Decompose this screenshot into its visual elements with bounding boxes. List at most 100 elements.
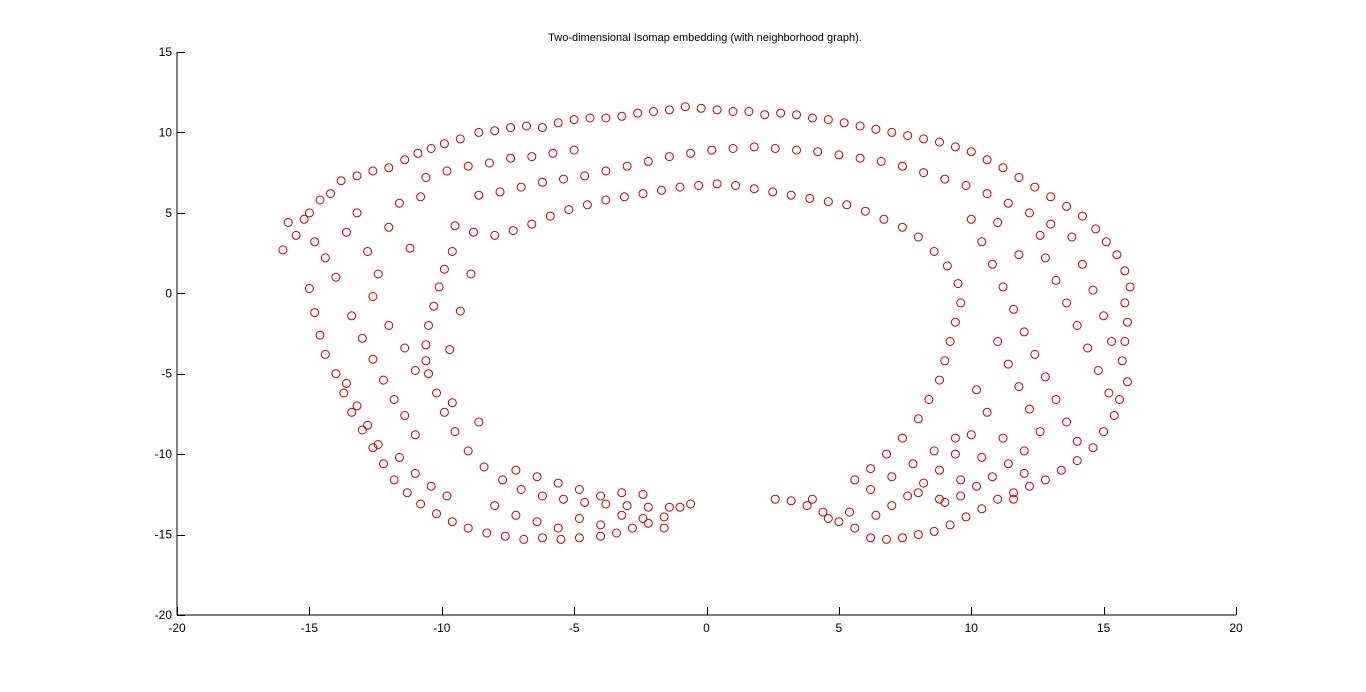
data-point bbox=[1125, 282, 1135, 292]
chart-title: Two-dimensional Isomap embedding (with n… bbox=[548, 32, 862, 44]
data-point bbox=[850, 523, 860, 533]
data-point bbox=[410, 468, 420, 478]
data-point bbox=[1040, 475, 1050, 485]
data-point bbox=[897, 433, 907, 443]
data-point bbox=[1120, 298, 1130, 308]
data-point bbox=[532, 517, 542, 527]
data-point bbox=[357, 425, 367, 435]
data-point bbox=[442, 491, 452, 501]
data-point bbox=[331, 272, 341, 282]
data-point bbox=[455, 306, 465, 316]
data-point bbox=[887, 127, 897, 137]
data-point bbox=[1088, 443, 1098, 453]
data-point bbox=[622, 161, 632, 171]
data-point bbox=[315, 330, 325, 340]
data-point bbox=[977, 452, 987, 462]
data-point bbox=[686, 499, 696, 509]
data-point bbox=[731, 181, 741, 190]
data-point bbox=[945, 337, 955, 346]
data-point bbox=[664, 152, 674, 162]
data-point bbox=[545, 211, 555, 221]
data-point bbox=[442, 166, 452, 176]
data-point bbox=[966, 147, 976, 157]
data-point bbox=[998, 433, 1008, 443]
data-point bbox=[439, 139, 449, 149]
data-point bbox=[1009, 494, 1019, 504]
axes: -20 -15 -10 -5 0 5 10 15 20 -20 -15 -10 -5 0 5 10 15 bbox=[155, 45, 1243, 635]
data-point bbox=[696, 103, 706, 113]
data-point bbox=[439, 264, 449, 274]
data-point bbox=[379, 459, 388, 469]
data-point bbox=[368, 292, 378, 301]
data-point bbox=[776, 108, 786, 118]
data-point bbox=[506, 123, 516, 133]
data-point bbox=[559, 494, 568, 504]
data-point bbox=[866, 533, 876, 543]
data-point bbox=[813, 147, 823, 157]
data-point bbox=[320, 349, 330, 359]
data-point bbox=[1112, 250, 1122, 260]
data-point bbox=[823, 197, 833, 207]
data-point bbox=[728, 144, 738, 153]
data-point bbox=[439, 407, 449, 417]
data-point bbox=[1107, 337, 1117, 346]
data-point bbox=[580, 497, 590, 507]
data-point bbox=[940, 356, 950, 366]
data-point bbox=[1115, 395, 1124, 404]
data-point bbox=[871, 124, 881, 134]
data-point bbox=[935, 494, 944, 504]
data-point bbox=[659, 512, 669, 522]
data-point bbox=[1099, 427, 1109, 437]
data-point bbox=[490, 501, 500, 511]
y-tick-label: 10 bbox=[159, 125, 173, 139]
data-point bbox=[416, 192, 426, 202]
data-point bbox=[675, 182, 685, 192]
x-tick-label: 15 bbox=[1097, 621, 1111, 635]
data-point bbox=[1093, 366, 1103, 375]
data-point bbox=[982, 189, 992, 199]
data-point bbox=[993, 337, 1003, 346]
y-tick-label: -5 bbox=[161, 367, 172, 381]
data-point bbox=[466, 269, 476, 279]
data-point bbox=[474, 127, 484, 137]
data-point bbox=[553, 523, 563, 533]
data-point bbox=[871, 510, 881, 520]
data-point bbox=[352, 401, 362, 411]
data-point bbox=[887, 472, 897, 482]
data-point bbox=[1025, 208, 1034, 218]
data-point bbox=[413, 148, 423, 158]
data-point bbox=[553, 478, 563, 488]
data-point bbox=[447, 398, 457, 408]
data-point bbox=[516, 485, 526, 494]
data-point bbox=[373, 269, 383, 279]
data-point bbox=[596, 520, 606, 530]
data-point bbox=[469, 227, 478, 237]
data-point bbox=[1040, 372, 1050, 382]
data-point bbox=[495, 187, 505, 197]
data-point bbox=[585, 113, 595, 123]
data-point bbox=[1035, 230, 1045, 240]
data-point bbox=[424, 321, 433, 330]
data-point bbox=[424, 369, 433, 379]
data-point bbox=[400, 155, 410, 165]
data-point bbox=[537, 533, 547, 543]
data-point bbox=[447, 517, 457, 527]
data-point bbox=[998, 163, 1008, 173]
data-point bbox=[1025, 481, 1034, 491]
data-point bbox=[707, 145, 717, 155]
data-point bbox=[913, 488, 923, 498]
data-point bbox=[686, 148, 696, 158]
data-point bbox=[993, 494, 1003, 504]
data-point bbox=[633, 108, 643, 118]
data-point bbox=[643, 518, 653, 528]
data-point bbox=[966, 214, 976, 224]
data-point bbox=[982, 155, 992, 165]
data-point bbox=[484, 158, 494, 168]
data-point bbox=[842, 200, 852, 210]
data-point bbox=[564, 205, 574, 215]
data-point bbox=[977, 504, 987, 514]
y-tick-label: -20 bbox=[155, 608, 173, 622]
data-point bbox=[961, 512, 971, 522]
data-point bbox=[320, 253, 330, 263]
x-tick-label: 0 bbox=[703, 621, 710, 635]
